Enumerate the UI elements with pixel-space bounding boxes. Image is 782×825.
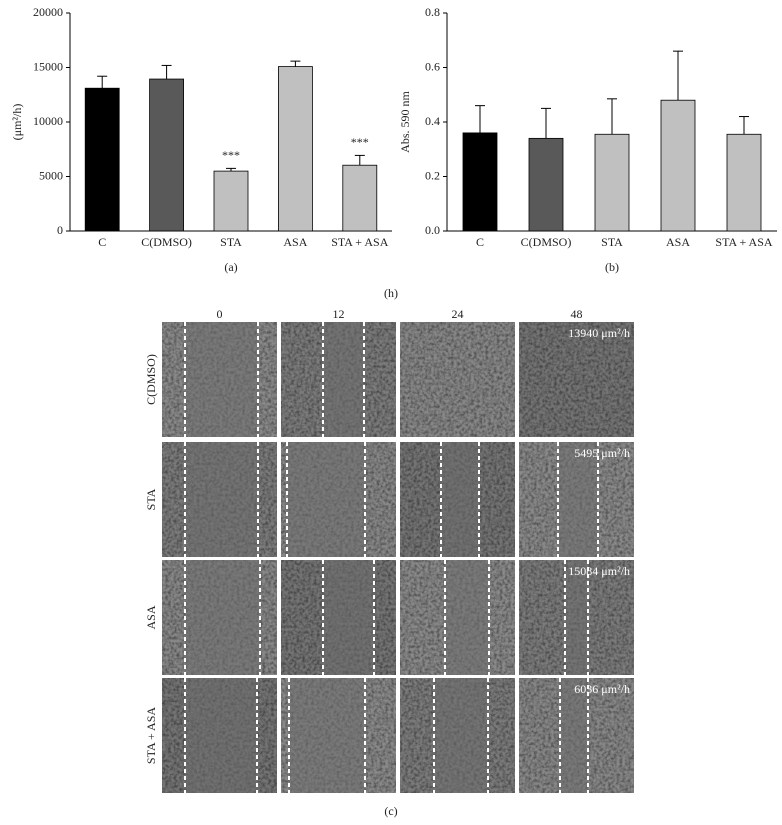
y-tick-label: 0.4 <box>425 114 440 128</box>
bar <box>462 132 498 232</box>
column-header: 12 <box>333 307 345 321</box>
bar <box>342 164 378 232</box>
y-tick-label: 5000 <box>39 168 63 182</box>
y-tick-label: 10000 <box>33 114 63 128</box>
row-label: C(DMSO) <box>144 354 158 405</box>
wound-gap <box>558 442 598 557</box>
migration-rate: 13940 μm²/h <box>568 326 630 340</box>
wound-gap <box>287 442 365 557</box>
y-tick-label: 15000 <box>33 59 63 73</box>
x-tick-label: C(DMSO) <box>521 235 572 249</box>
row-label: STA + ASA <box>144 707 158 764</box>
wound-gap <box>434 678 488 793</box>
row-label: ASA <box>144 605 158 629</box>
wound-gap <box>560 678 588 793</box>
x-tick-label: C(DMSO) <box>141 235 192 249</box>
x-tick-label: ASA <box>283 235 307 249</box>
x-tick-label: C <box>476 235 484 249</box>
bar <box>84 87 120 232</box>
migration-rate: 15084 μm²/h <box>568 564 630 578</box>
wound-gap <box>441 442 479 557</box>
x-tick-label: STA <box>601 235 623 249</box>
wound-gap <box>185 678 257 793</box>
y-tick-label: 20000 <box>33 5 63 19</box>
x-tick-label: C <box>98 235 106 249</box>
x-tick-label: ASA <box>666 235 690 249</box>
row-label: STA <box>144 488 158 510</box>
annotation: *** <box>222 148 240 162</box>
bar <box>277 66 313 232</box>
micrograph <box>400 322 515 437</box>
bar <box>660 99 696 232</box>
wound-gap <box>185 442 258 557</box>
x-tick-label: STA + ASA <box>715 235 772 249</box>
bar <box>213 170 249 232</box>
wound-gap <box>289 678 365 793</box>
column-header: 24 <box>452 307 464 321</box>
migration-rate: 6036 μm²/h <box>574 682 630 696</box>
y-tick-label: 0.0 <box>425 223 440 237</box>
x-tick-label: STA <box>220 235 242 249</box>
wound-gap <box>565 560 588 675</box>
wound-gap <box>185 560 260 675</box>
y-axis-label: (μm²/h) <box>10 104 24 141</box>
wound-gap <box>185 322 258 437</box>
micrograph <box>519 322 634 437</box>
migration-rate: 5495 μm²/h <box>574 446 630 460</box>
y-tick-label: 0.8 <box>425 5 440 19</box>
panel-label: (a) <box>224 260 237 274</box>
x-tick-label: STA + ASA <box>331 235 388 249</box>
y-tick-label: 0.6 <box>425 59 440 73</box>
annotation: *** <box>351 135 369 149</box>
bar <box>726 133 762 232</box>
panel-label: (c) <box>384 804 397 818</box>
y-tick-label: 0.2 <box>425 168 440 182</box>
column-header: 48 <box>571 307 583 321</box>
y-tick-label: 0 <box>57 223 63 237</box>
bar <box>149 78 185 232</box>
wound-gap <box>323 560 374 675</box>
panel-label: (b) <box>605 260 619 274</box>
column-header: 0 <box>217 307 223 321</box>
bar <box>594 133 630 232</box>
wound-gap <box>445 560 489 675</box>
wound-gap <box>323 322 364 437</box>
y-axis-label: Abs. 590 nm <box>398 91 412 153</box>
figure-label: (h) <box>384 286 398 300</box>
bar <box>528 137 564 232</box>
